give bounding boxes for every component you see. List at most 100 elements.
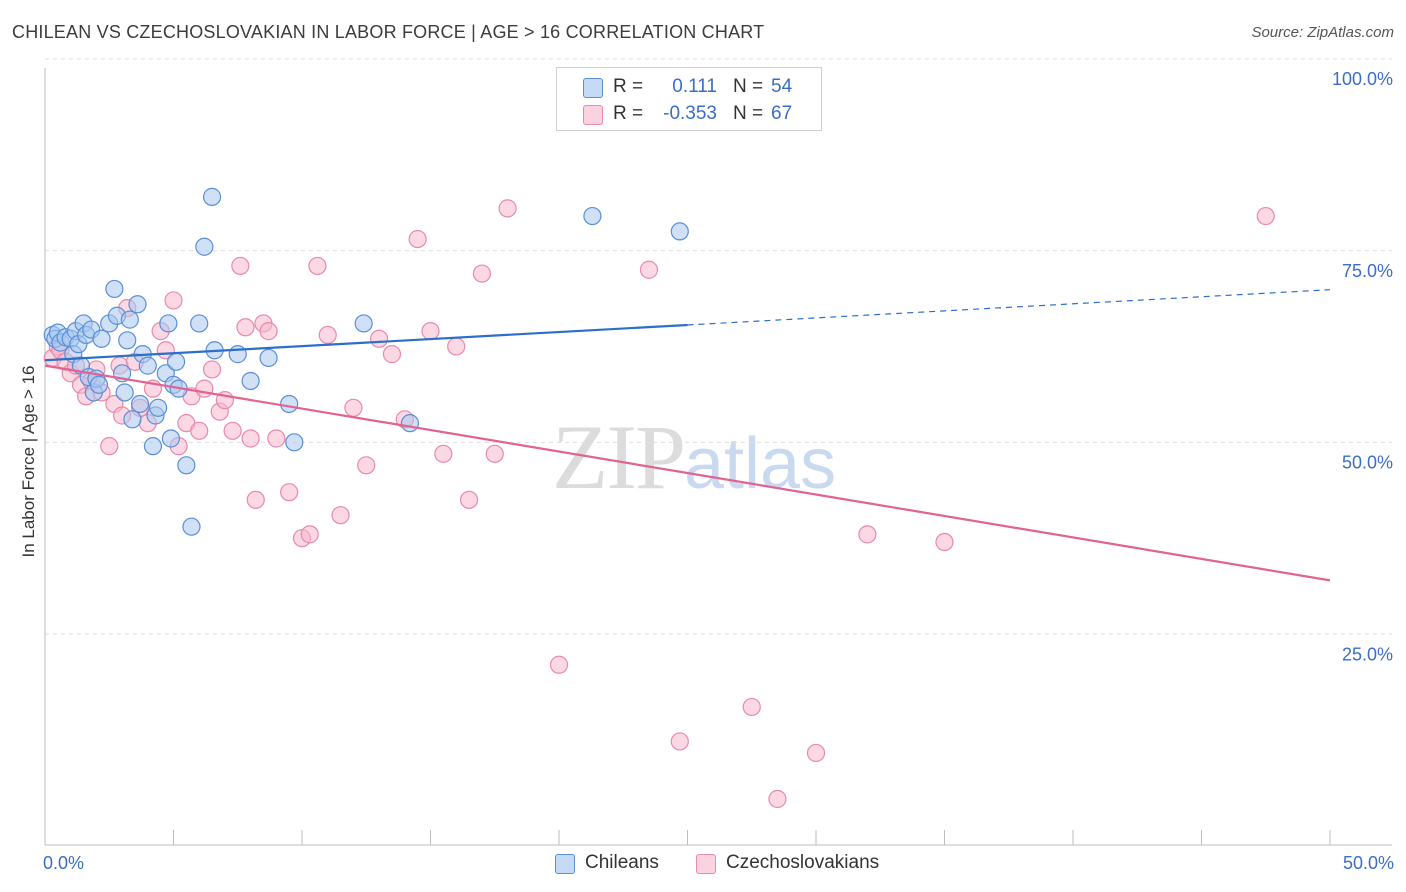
chilean-point: [177, 456, 196, 475]
czech-point: [1256, 206, 1275, 226]
czech-point: [202, 360, 222, 379]
bottom-legend-label-czechoslovakians: Czechoslovakians: [726, 852, 880, 873]
czech-point: [236, 318, 255, 337]
y-tick-label: 25.0%: [1342, 644, 1393, 664]
chilean-point: [92, 329, 111, 348]
chilean-point: [195, 237, 214, 256]
legend-swatch-czechoslovakians: [583, 105, 603, 125]
czech-point: [246, 490, 265, 509]
watermark: ZIPatlas: [552, 404, 836, 510]
czech-point: [344, 398, 363, 417]
chilean-point: [280, 394, 299, 414]
chilean-point: [120, 310, 139, 329]
watermark-zip: ZIP: [552, 406, 686, 508]
czech-point: [267, 429, 286, 448]
chilean-point: [190, 314, 209, 333]
chilean-point: [259, 348, 278, 368]
legend-r-label: R =: [613, 76, 644, 97]
chilean-point: [161, 429, 181, 448]
legend-r-label: R =: [613, 103, 644, 124]
chilean-point: [400, 414, 420, 433]
czech-point: [459, 490, 479, 509]
czech-point: [472, 264, 491, 283]
chilean-point: [148, 398, 168, 417]
czech-point: [259, 322, 278, 341]
legend-row-czechoslovakians: R = -0.353 N = 67: [557, 101, 821, 129]
watermark-atlas: atlas: [684, 424, 837, 504]
czech-point: [485, 444, 504, 463]
czech-point: [164, 291, 183, 310]
chilean-point: [130, 394, 150, 414]
czech-point: [382, 345, 402, 364]
chilean-point: [159, 314, 178, 333]
czech-point: [331, 506, 350, 525]
czech-point: [357, 456, 376, 475]
czech-point: [408, 229, 427, 249]
chilean-point: [105, 279, 124, 299]
legend-n-label: N =: [733, 76, 764, 97]
chilean-point: [285, 433, 304, 452]
legend-swatch-chileans: [583, 78, 603, 98]
chilean-point: [89, 375, 109, 394]
legend-n-label: N =: [733, 103, 764, 124]
legend-row-chileans: R = 0.111 N = 54: [557, 74, 821, 102]
czech-point: [670, 732, 689, 751]
legend-r-value: -0.353: [663, 103, 717, 124]
czech-point: [447, 337, 466, 356]
czech-point: [370, 329, 389, 348]
bottom-legend-label-chileans: Chileans: [585, 852, 659, 873]
y-tick-label: 75.0%: [1342, 261, 1393, 281]
chilean-point: [583, 206, 602, 226]
czech-point: [190, 421, 209, 440]
czech-point: [195, 379, 214, 398]
czech-point: [300, 525, 319, 544]
chilean-point: [182, 517, 201, 536]
chilean-point: [143, 437, 163, 456]
chilean-trend-line: [44, 323, 688, 362]
chilean-point: [241, 371, 260, 391]
czech-point: [223, 421, 242, 440]
chilean-trend-extension: [687, 289, 1331, 326]
source-label: Source: ZipAtlas.com: [1251, 24, 1394, 41]
x-tick-label: 0.0%: [43, 853, 84, 873]
chilean-point: [228, 345, 247, 364]
y-tick-label: 50.0%: [1342, 453, 1393, 473]
czech-point: [241, 429, 260, 448]
czech-point: [742, 697, 761, 717]
chart-title: CHILEAN VS CZECHOSLOVAKIAN IN LABOR FORC…: [12, 22, 765, 42]
czech-point: [231, 256, 250, 276]
chilean-point: [138, 356, 157, 375]
chilean-point: [166, 352, 186, 371]
czech-point: [421, 322, 440, 341]
chilean-point: [123, 410, 142, 429]
czech-point: [549, 655, 569, 674]
czech-point: [639, 260, 659, 279]
legend-n-value: 67: [771, 103, 793, 124]
x-tick-label: 50.0%: [1343, 853, 1394, 873]
czech-point: [858, 525, 877, 544]
y-tick-label: 100.0%: [1332, 69, 1393, 89]
chilean-point: [354, 314, 373, 333]
y-axis-label: In Labor Force | Age > 16: [19, 365, 38, 557]
chilean-point: [115, 383, 134, 402]
bottom-legend-swatch-czechoslovakians: [696, 854, 716, 874]
correlation-legend: R = 0.111 N = 54 R = -0.353 N = 67: [556, 67, 822, 131]
legend-r-value: 0.111: [672, 76, 717, 97]
bottom-legend-swatch-chileans: [555, 854, 575, 874]
chilean-point: [202, 187, 222, 206]
czech-point: [308, 256, 327, 276]
chilean-point: [670, 222, 689, 241]
czech-point: [318, 325, 337, 345]
chilean-point: [118, 331, 137, 350]
czech-point: [280, 483, 299, 502]
czech-point: [100, 437, 119, 456]
czech-point: [768, 789, 787, 809]
czech-point: [434, 444, 453, 463]
czech-point: [935, 532, 954, 552]
czech-point: [806, 743, 826, 763]
legend-n-value: 54: [771, 76, 793, 97]
czech-point: [498, 199, 517, 218]
chilean-point: [128, 295, 147, 314]
czech-trend-line: [44, 364, 1331, 582]
